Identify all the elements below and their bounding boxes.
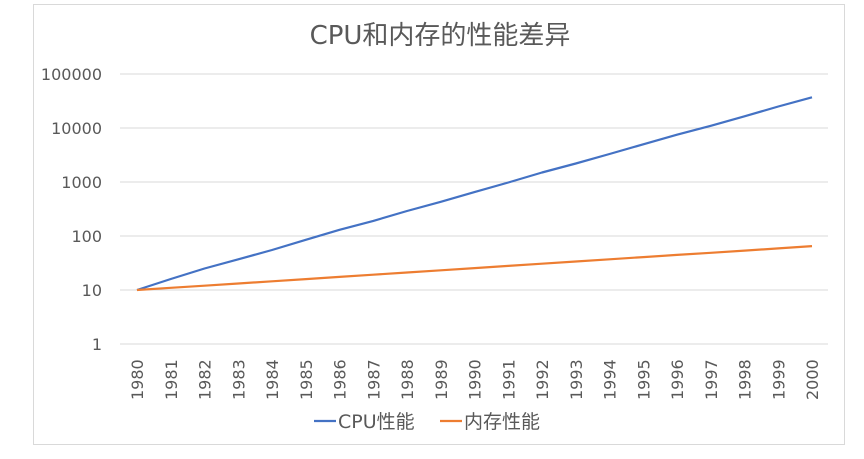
legend-label: CPU性能 bbox=[338, 411, 415, 433]
x-tick-label: 1986 bbox=[331, 359, 350, 400]
y-tick-label: 10 bbox=[82, 281, 102, 300]
x-tick-label: 1989 bbox=[432, 359, 451, 400]
x-tick-label: 1996 bbox=[668, 359, 687, 400]
y-tick-label: 100000 bbox=[41, 65, 102, 84]
chart-title: CPU和内存的性能差异 bbox=[310, 21, 571, 51]
series-line-1 bbox=[136, 245, 813, 292]
x-tick-label: 1981 bbox=[162, 359, 181, 400]
x-tick-label: 1987 bbox=[364, 359, 383, 400]
legend-label: 内存性能 bbox=[464, 411, 540, 433]
y-tick-label: 10000 bbox=[51, 119, 102, 138]
y-tick-label: 100 bbox=[71, 227, 102, 246]
y-tick-label: 1 bbox=[92, 335, 102, 354]
x-tick-label: 1992 bbox=[533, 359, 552, 400]
x-tick-label: 1997 bbox=[702, 359, 721, 400]
chart-frame bbox=[33, 4, 845, 445]
x-tick-label: 1985 bbox=[297, 359, 316, 400]
x-tick-label: 1984 bbox=[263, 359, 282, 400]
series-line-0 bbox=[136, 96, 813, 292]
x-tick-label: 1983 bbox=[229, 359, 248, 400]
x-tick-label: 1999 bbox=[769, 359, 788, 400]
x-tick-label: 1993 bbox=[567, 359, 586, 400]
x-tick-label: 1994 bbox=[601, 359, 620, 400]
x-tick-label: 1982 bbox=[196, 359, 215, 400]
x-tick-label: 1980 bbox=[128, 359, 147, 400]
x-tick-label: 1990 bbox=[466, 359, 485, 400]
x-tick-label: 1998 bbox=[736, 359, 755, 400]
x-tick-label: 2000 bbox=[803, 359, 822, 400]
y-tick-label: 1000 bbox=[61, 173, 102, 192]
x-tick-label: 1988 bbox=[398, 359, 417, 400]
x-tick-label: 1995 bbox=[634, 359, 653, 400]
x-tick-label: 1991 bbox=[499, 359, 518, 400]
